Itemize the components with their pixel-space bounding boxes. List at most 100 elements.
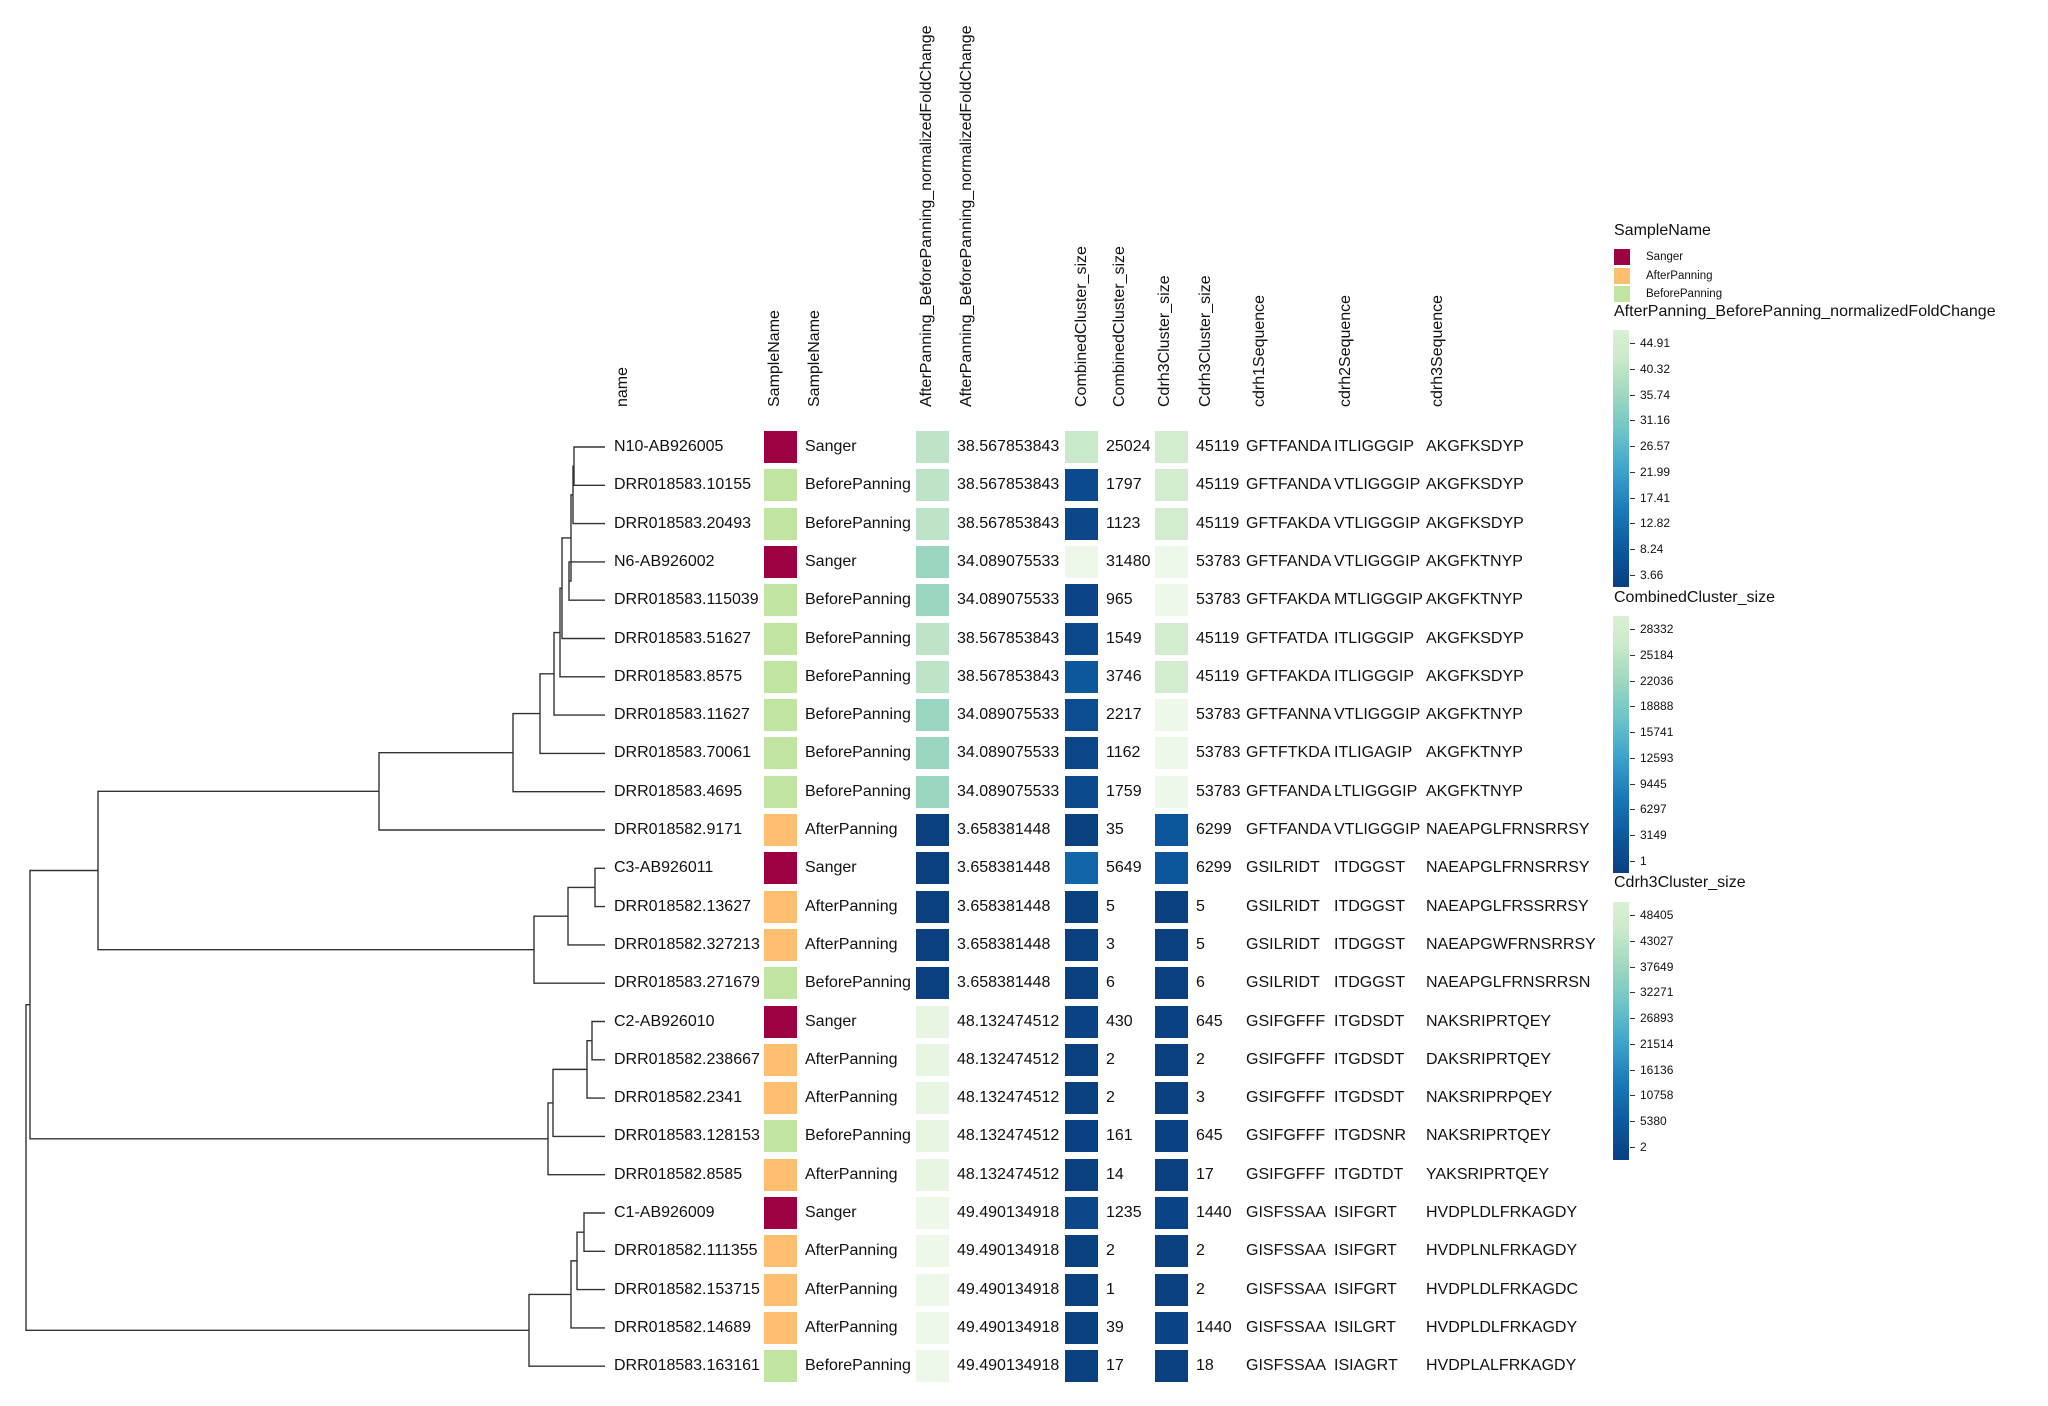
column-header: Cdrh3Cluster_size	[1197, 275, 1214, 407]
cdrh3-cluster-value: 645	[1196, 1012, 1223, 1030]
cdrh3-cluster-value: 2	[1196, 1280, 1205, 1298]
colorbar-tick	[1630, 1043, 1635, 1045]
sample-cell	[764, 1350, 797, 1383]
cdrh3-sequence: AKGFKSDYP	[1426, 438, 1524, 455]
cdrh3-cluster-cell	[1155, 1197, 1188, 1229]
row-name: N6-AB926002	[614, 552, 715, 570]
foldchange-cell	[916, 1273, 949, 1306]
foldchange-value: 49.490134918	[957, 1318, 1060, 1336]
cdrh1-sequence: GFTFANDA	[1246, 438, 1332, 455]
combined-cluster-value: 17	[1106, 1357, 1124, 1375]
colorbar-tick	[1630, 809, 1635, 811]
colorbar-tick	[1630, 420, 1635, 422]
colorbar-tick	[1630, 549, 1635, 551]
cdrh1-sequence: GISFSSAA	[1246, 1280, 1327, 1298]
cdrh3-cluster-cell	[1155, 545, 1188, 578]
cdrh3-cluster-cell	[1155, 1311, 1188, 1344]
colorbar-tick-label: 40.32	[1640, 361, 1671, 376]
foldchange-value: 34.089075533	[957, 591, 1060, 609]
sample-name: AfterPanning	[805, 1089, 898, 1107]
sample-cell	[764, 928, 797, 961]
dendrogram-branch	[553, 631, 605, 716]
cdrh1-sequence: GSILRIDT	[1246, 974, 1320, 992]
cdrh2-sequence: ITGDTDT	[1334, 1165, 1404, 1183]
combined-cluster-cell	[1065, 660, 1098, 693]
cdrh2-sequence: LTLIGGGIP	[1334, 782, 1418, 800]
cdrh1-sequence: GSIFGFFF	[1246, 1165, 1326, 1183]
combined-cluster-value: 1235	[1106, 1204, 1142, 1221]
cdrh3-cluster-value: 5	[1196, 897, 1205, 915]
cdrh1-sequence: GISFSSAA	[1246, 1242, 1327, 1260]
cdrh3-cluster-cell	[1155, 622, 1188, 655]
cdrh1-sequence: GFTFANDA	[1246, 782, 1332, 800]
cdrh3-cluster-value: 2	[1196, 1242, 1205, 1260]
combined-cluster-cell	[1065, 1005, 1098, 1038]
cdrh3-cluster-value: 53783	[1196, 744, 1241, 762]
combined-cluster-value: 1759	[1106, 782, 1142, 800]
row-name: DRR018582.14689	[614, 1318, 751, 1336]
row-name: DRR018582.13627	[614, 897, 751, 915]
cdrh2-sequence: ITGDSDT	[1334, 1089, 1405, 1107]
combined-cluster-cell	[1065, 967, 1098, 1000]
cdrh3-sequence: AKGFKTNYP	[1426, 782, 1523, 800]
cdrh2-sequence: VTLIGGGIP	[1334, 552, 1421, 570]
cdrh3-sequence: NAEAPGLFRNSRRSY	[1426, 821, 1590, 838]
sample-cell	[764, 1043, 797, 1076]
dendrogram-branch	[29, 869, 548, 1140]
row-name: DRR018583.271679	[614, 974, 760, 992]
foldchange-value: 49.490134918	[957, 1357, 1060, 1375]
sample-cell	[764, 1273, 797, 1306]
sample-cell	[764, 1158, 797, 1191]
cdrh3-sequence: NAKSRIPRTQEY	[1426, 1012, 1552, 1030]
cdrh2-sequence: ITGDSNR	[1334, 1127, 1406, 1145]
colorbar-tick-label: 48405	[1640, 908, 1674, 922]
foldchange-value: 48.132474512	[957, 1012, 1060, 1030]
cdrh3-sequence: NAKSRIPRPQEY	[1426, 1089, 1553, 1107]
cdrh2-sequence: ISILGRT	[1334, 1318, 1396, 1336]
colorbar-tick-label: 9445	[1640, 776, 1667, 791]
combined-cluster-cell	[1065, 1350, 1098, 1383]
sample-cell	[764, 584, 797, 617]
cdrh3-cluster-cell	[1155, 1235, 1188, 1268]
sample-name: BeforePanning	[805, 706, 911, 724]
colorbar-tick	[1630, 835, 1635, 837]
foldchange-cell	[916, 814, 949, 846]
combined-cluster-cell	[1065, 737, 1098, 770]
dendrogram-branch	[594, 867, 605, 908]
combined-cluster-value: 1549	[1106, 629, 1142, 647]
foldchange-cell	[916, 431, 949, 463]
row-name: DRR018582.327213	[614, 935, 760, 953]
sample-name: BeforePanning	[805, 782, 911, 800]
row-name: DRR018582.238667	[614, 1050, 760, 1068]
sample-cell	[764, 1082, 797, 1115]
combined-cluster-value: 1123	[1106, 514, 1141, 532]
column-header: CombinedCluster_size	[1111, 246, 1128, 407]
legend-swatch	[1614, 267, 1630, 284]
cdrh3-sequence: NAKSRIPRTQEY	[1426, 1127, 1552, 1145]
foldchange-value: 49.490134918	[957, 1280, 1060, 1298]
combined-cluster-value: 6	[1106, 974, 1115, 992]
colorbar-tick-label: 43027	[1640, 933, 1674, 948]
foldchange-cell	[916, 1120, 949, 1153]
row-name: DRR018583.51627	[614, 629, 751, 647]
colorbar-tick	[1630, 343, 1635, 344]
foldchange-value: 34.089075533	[957, 744, 1060, 762]
cdrh3-cluster-value: 53783	[1196, 782, 1241, 800]
combined-cluster-value: 2217	[1106, 706, 1142, 724]
legend-swatch	[1614, 286, 1630, 302]
dendrogram-branch	[568, 561, 605, 601]
row-name: DRR018582.8585	[614, 1165, 743, 1183]
colorbar-tick	[1630, 629, 1635, 630]
cdrh3-cluster-cell	[1155, 737, 1188, 770]
colorbar-tick	[1630, 497, 1635, 499]
colorbar-tick	[1630, 446, 1635, 448]
colorbar-tick	[1630, 1069, 1635, 1071]
sample-cell	[764, 507, 797, 540]
cdrh2-sequence: ITLIGGGIP	[1334, 438, 1415, 455]
combined-cluster-cell	[1065, 507, 1098, 540]
row-name: DRR018583.70061	[614, 744, 751, 762]
cdrh3-cluster-value: 45119	[1196, 438, 1240, 455]
combined-cluster-cell	[1065, 1043, 1098, 1076]
combined-cluster-cell	[1065, 814, 1098, 846]
sample-cell	[764, 431, 797, 463]
